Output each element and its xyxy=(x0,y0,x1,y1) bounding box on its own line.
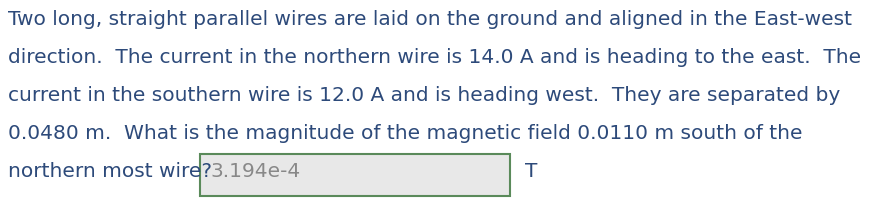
Text: direction.  The current in the northern wire is 14.0 A and is heading to the eas: direction. The current in the northern w… xyxy=(8,48,861,67)
Text: T: T xyxy=(525,161,537,180)
Text: 0.0480 m.  What is the magnitude of the magnetic field 0.0110 m south of the: 0.0480 m. What is the magnitude of the m… xyxy=(8,123,803,142)
Text: current in the southern wire is 12.0 A and is heading west.  They are separated : current in the southern wire is 12.0 A a… xyxy=(8,86,840,104)
Text: 3.194e-4: 3.194e-4 xyxy=(210,161,301,180)
Text: northern most wire?: northern most wire? xyxy=(8,161,212,180)
Bar xyxy=(200,154,510,196)
Text: Two long, straight parallel wires are laid on the ground and aligned in the East: Two long, straight parallel wires are la… xyxy=(8,10,852,29)
